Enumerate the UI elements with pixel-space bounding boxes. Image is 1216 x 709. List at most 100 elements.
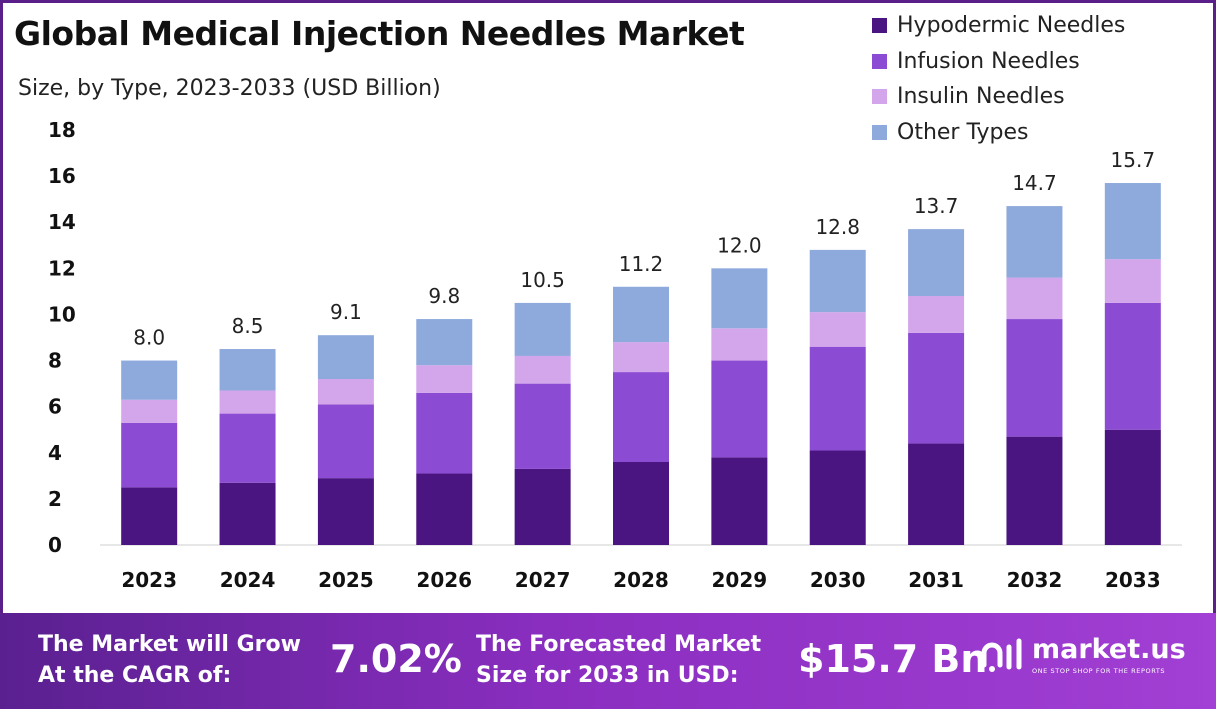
legend-label-other: Other Types [897,119,1029,145]
bar-segment-other-2025 [317,335,374,379]
bar-segment-hypodermic-2024 [219,482,276,545]
x-tick-label-2023: 2023 [121,568,177,592]
total-label-2030: 12.8 [815,215,860,239]
legend-swatch-insulin [872,89,887,105]
bar-segment-other-2032 [1006,206,1063,278]
legend-item-hypodermic: Hypodermic Needles [872,8,1125,44]
market-us-logo-text: market.us ONE STOP SHOP FOR THE REPORTS [1032,634,1186,676]
x-tick-label-2026: 2026 [416,568,472,592]
bar-segment-hypodermic-2033 [1104,429,1161,545]
bar-segment-insulin-2024 [219,390,276,414]
cagr-label-line1: The Market will Grow [38,632,301,657]
bar-segment-other-2033 [1104,183,1161,260]
legend-swatch-infusion [872,53,887,69]
x-tick-label-2030: 2030 [810,568,866,592]
bar-segment-infusion-2026 [416,392,473,474]
bar-segment-insulin-2023 [121,399,178,423]
bar-segment-hypodermic-2025 [317,478,374,545]
market-us-logo-icon [981,638,1022,672]
bar-segment-other-2027 [514,302,571,356]
x-tick-label-2032: 2032 [1007,568,1063,592]
footer-banner: The Market will Grow At the CAGR of: 7.0… [0,613,1216,709]
total-label-2027: 10.5 [520,268,565,292]
total-label-2023: 8.0 [133,326,165,350]
total-label-2031: 13.7 [914,194,959,218]
bar-segment-insulin-2027 [514,355,571,384]
bar-segment-hypodermic-2023 [121,487,178,545]
y-tick-label: 8 [48,349,62,373]
y-tick-label: 18 [48,118,76,142]
y-tick-label: 2 [48,487,62,511]
bar-segment-infusion-2032 [1006,319,1063,437]
cagr-label: The Market will Grow At the CAGR of: [38,629,301,691]
bar-segment-infusion-2028 [613,372,669,462]
legend-label-hypodermic: Hypodermic Needles [897,13,1126,39]
x-tick-label-2033: 2033 [1105,568,1161,592]
y-tick-label: 10 [48,302,76,326]
total-label-2024: 8.5 [232,314,264,338]
cagr-label-line2: At the CAGR of: [38,663,232,688]
legend-item-insulin: Insulin Needles [872,79,1125,115]
legend-label-infusion: Infusion Needles [897,48,1080,74]
x-tick-label-2025: 2025 [318,568,374,592]
x-tick-label-2027: 2027 [515,568,571,592]
bar-segment-insulin-2029 [711,328,768,361]
y-tick-label: 12 [48,256,76,280]
total-label-2028: 11.2 [619,252,664,276]
bar-segment-insulin-2028 [613,342,669,373]
bar-segment-other-2024 [219,349,276,391]
bar-segment-other-2023 [121,360,178,400]
forecast-label: The Forecasted Market Size for 2033 in U… [476,629,761,691]
bar-segment-insulin-2030 [809,312,866,347]
chart-title: Global Medical Injection Needles Market [14,14,745,53]
bar-segment-infusion-2023 [121,422,178,488]
bar-segment-insulin-2025 [317,379,374,405]
bar-segment-hypodermic-2028 [613,462,669,545]
total-label-2026: 9.8 [428,284,460,308]
bar-segment-infusion-2033 [1104,302,1161,430]
bar-segment-insulin-2026 [416,365,473,393]
x-tick-label-2028: 2028 [613,568,669,592]
bar-segment-infusion-2027 [514,383,571,469]
bar-segment-other-2029 [711,268,768,329]
bar-segment-other-2026 [416,319,473,366]
bar-segment-infusion-2031 [908,332,965,444]
x-tick-label-2031: 2031 [908,568,964,592]
bar-segment-other-2031 [908,229,965,296]
market-us-logo[interactable]: market.us ONE STOP SHOP FOR THE REPORTS [980,635,1186,675]
forecast-label-line2: Size for 2033 in USD: [476,663,739,688]
bar-segment-other-2028 [613,286,669,343]
forecast-label-line1: The Forecasted Market [476,632,762,657]
legend-item-other: Other Types [872,115,1125,151]
bar-segment-insulin-2031 [908,296,965,333]
y-tick-label: 16 [48,164,76,188]
bar-segment-insulin-2033 [1104,259,1161,303]
bar-segment-infusion-2030 [809,346,866,451]
bar-segment-hypodermic-2030 [809,450,866,545]
stacked-bar-chart: 0 2 4 6 8 10 12 14 16 18 8.0 2023 8.5 2024 9.1 2025 9.8 2… [48,118,1182,592]
logo-tagline: ONE STOP SHOP FOR THE REPORTS [1032,667,1166,675]
bar-segment-infusion-2024 [219,413,276,483]
legend: Hypodermic Needles Infusion Needles Insu… [872,8,1125,150]
total-label-2025: 9.1 [330,300,362,324]
bar-segment-insulin-2032 [1006,277,1063,320]
y-tick-label: 14 [48,210,76,234]
y-tick-label: 6 [48,395,62,419]
legend-swatch-other [872,124,887,140]
bar-segment-hypodermic-2029 [711,457,768,545]
total-label-2029: 12.0 [717,233,762,257]
total-label-2033: 15.7 [1111,148,1156,172]
bar-segment-hypodermic-2031 [908,443,965,545]
legend-item-infusion: Infusion Needles [872,44,1125,80]
bar-segment-infusion-2029 [711,360,768,458]
logo-name: market.us [1032,634,1186,665]
bar-segment-other-2030 [809,249,866,313]
bar-segment-hypodermic-2032 [1006,436,1063,545]
total-label-2032: 14.7 [1012,171,1057,195]
chart-subtitle: Size, by Type, 2023-2033 (USD Billion) [18,76,441,101]
cagr-value: 7.02% [330,637,462,681]
x-tick-label-2029: 2029 [712,568,768,592]
legend-swatch-hypodermic [872,18,887,34]
bar-segment-hypodermic-2026 [416,473,473,545]
